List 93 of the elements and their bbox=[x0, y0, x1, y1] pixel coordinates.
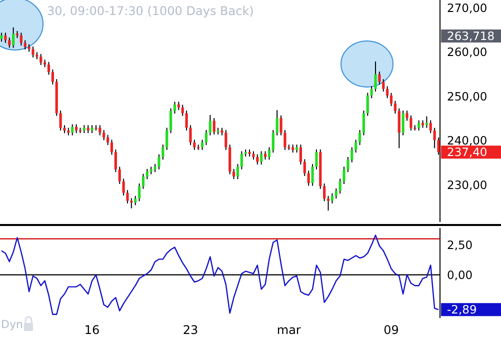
candlestick bbox=[284, 130, 286, 150]
candlestick bbox=[280, 114, 282, 136]
candlestick bbox=[374, 60, 377, 92]
candlestick bbox=[166, 127, 168, 150]
x-tick-label: 09 bbox=[384, 323, 399, 337]
x-tick-label: 16 bbox=[84, 323, 100, 337]
candlestick bbox=[106, 134, 110, 146]
candlestick bbox=[158, 154, 160, 170]
candlestick bbox=[232, 168, 236, 180]
candlestick bbox=[134, 195, 137, 206]
x-tick-label: 23 bbox=[182, 323, 198, 337]
candlestick bbox=[354, 139, 358, 154]
candlestick bbox=[338, 178, 342, 194]
candlestick bbox=[366, 92, 369, 116]
candlestick bbox=[402, 110, 404, 136]
candlestick bbox=[386, 86, 389, 99]
candlestick bbox=[102, 130, 106, 141]
candlestick bbox=[433, 127, 436, 149]
candlestick bbox=[200, 139, 204, 150]
y-tick-label: 230,00 bbox=[447, 178, 488, 192]
candlestick bbox=[32, 46, 34, 58]
candlestick bbox=[181, 104, 184, 116]
candlestick bbox=[162, 144, 164, 160]
candlestick bbox=[268, 146, 271, 160]
candlestick bbox=[260, 150, 263, 166]
candlestick bbox=[208, 114, 212, 136]
candlestick bbox=[47, 61, 50, 76]
candlestick bbox=[24, 40, 26, 50]
candlestick bbox=[193, 139, 196, 150]
candlestick bbox=[110, 139, 114, 156]
candlestick bbox=[173, 101, 176, 114]
candlestick bbox=[382, 78, 385, 92]
candlestick bbox=[114, 148, 117, 173]
y-tick-label: 260,00 bbox=[447, 45, 488, 60]
y-tick-label: 0,00 bbox=[447, 268, 473, 282]
candlestick bbox=[346, 156, 350, 173]
candlestick bbox=[326, 195, 330, 211]
x-tick-label: mar bbox=[276, 323, 301, 337]
text: 263,718 bbox=[447, 29, 495, 44]
candlestick bbox=[12, 26, 15, 48]
candlestick bbox=[169, 108, 172, 134]
candlestick bbox=[272, 130, 274, 154]
candlestick bbox=[71, 124, 74, 136]
candlestick bbox=[189, 124, 192, 146]
candlestick bbox=[118, 166, 121, 184]
candlestick bbox=[358, 130, 362, 146]
candlestick bbox=[307, 170, 310, 186]
candlestick bbox=[204, 130, 208, 146]
candlestick bbox=[51, 68, 54, 85]
candlestick bbox=[362, 110, 365, 136]
candlestick bbox=[126, 190, 129, 204]
candlestick bbox=[240, 150, 243, 170]
text: 237,40 bbox=[447, 145, 488, 160]
candlestick bbox=[20, 32, 22, 46]
candlestick bbox=[40, 53, 42, 66]
candlestick bbox=[138, 183, 141, 202]
candlestick bbox=[224, 130, 228, 150]
text: -2,89 bbox=[447, 302, 477, 317]
candlestick bbox=[418, 120, 420, 131]
candlestick bbox=[276, 110, 278, 136]
candlestick bbox=[236, 164, 240, 180]
candlestick bbox=[146, 168, 148, 180]
candlestick bbox=[406, 110, 408, 122]
candlestick bbox=[390, 92, 393, 107]
candlestick bbox=[342, 166, 346, 184]
chart-title: 30, 09:00-17:30 (1000 Days Back) bbox=[47, 4, 254, 18]
annotation: Dyn bbox=[1, 318, 23, 331]
candlestick bbox=[59, 110, 62, 131]
y-tick-label: 250,00 bbox=[447, 89, 488, 104]
candlestick bbox=[370, 86, 373, 99]
candlestick bbox=[8, 37, 11, 48]
candlestick bbox=[410, 114, 412, 131]
candlestick bbox=[311, 164, 314, 186]
candlestick bbox=[330, 192, 334, 204]
candlestick bbox=[334, 188, 338, 200]
candlestick bbox=[378, 71, 381, 85]
candlestick bbox=[303, 158, 306, 177]
candlestick bbox=[122, 178, 125, 196]
y-tick-label: 2,50 bbox=[447, 238, 473, 252]
candlestick bbox=[429, 120, 432, 134]
line-series bbox=[0, 234, 440, 315]
candlestick bbox=[315, 148, 318, 170]
candlestick bbox=[323, 183, 326, 202]
candlestick bbox=[299, 144, 302, 166]
candlestick bbox=[142, 173, 145, 190]
candlestick bbox=[350, 146, 354, 163]
candlestick bbox=[256, 154, 259, 166]
y-tick-label: 270,00 bbox=[447, 0, 488, 15]
candlestick bbox=[185, 110, 188, 131]
candlestick bbox=[212, 118, 216, 135]
candlestick bbox=[394, 100, 396, 114]
y-tick-label: 240,00 bbox=[447, 134, 488, 148]
candlestick bbox=[398, 108, 400, 149]
